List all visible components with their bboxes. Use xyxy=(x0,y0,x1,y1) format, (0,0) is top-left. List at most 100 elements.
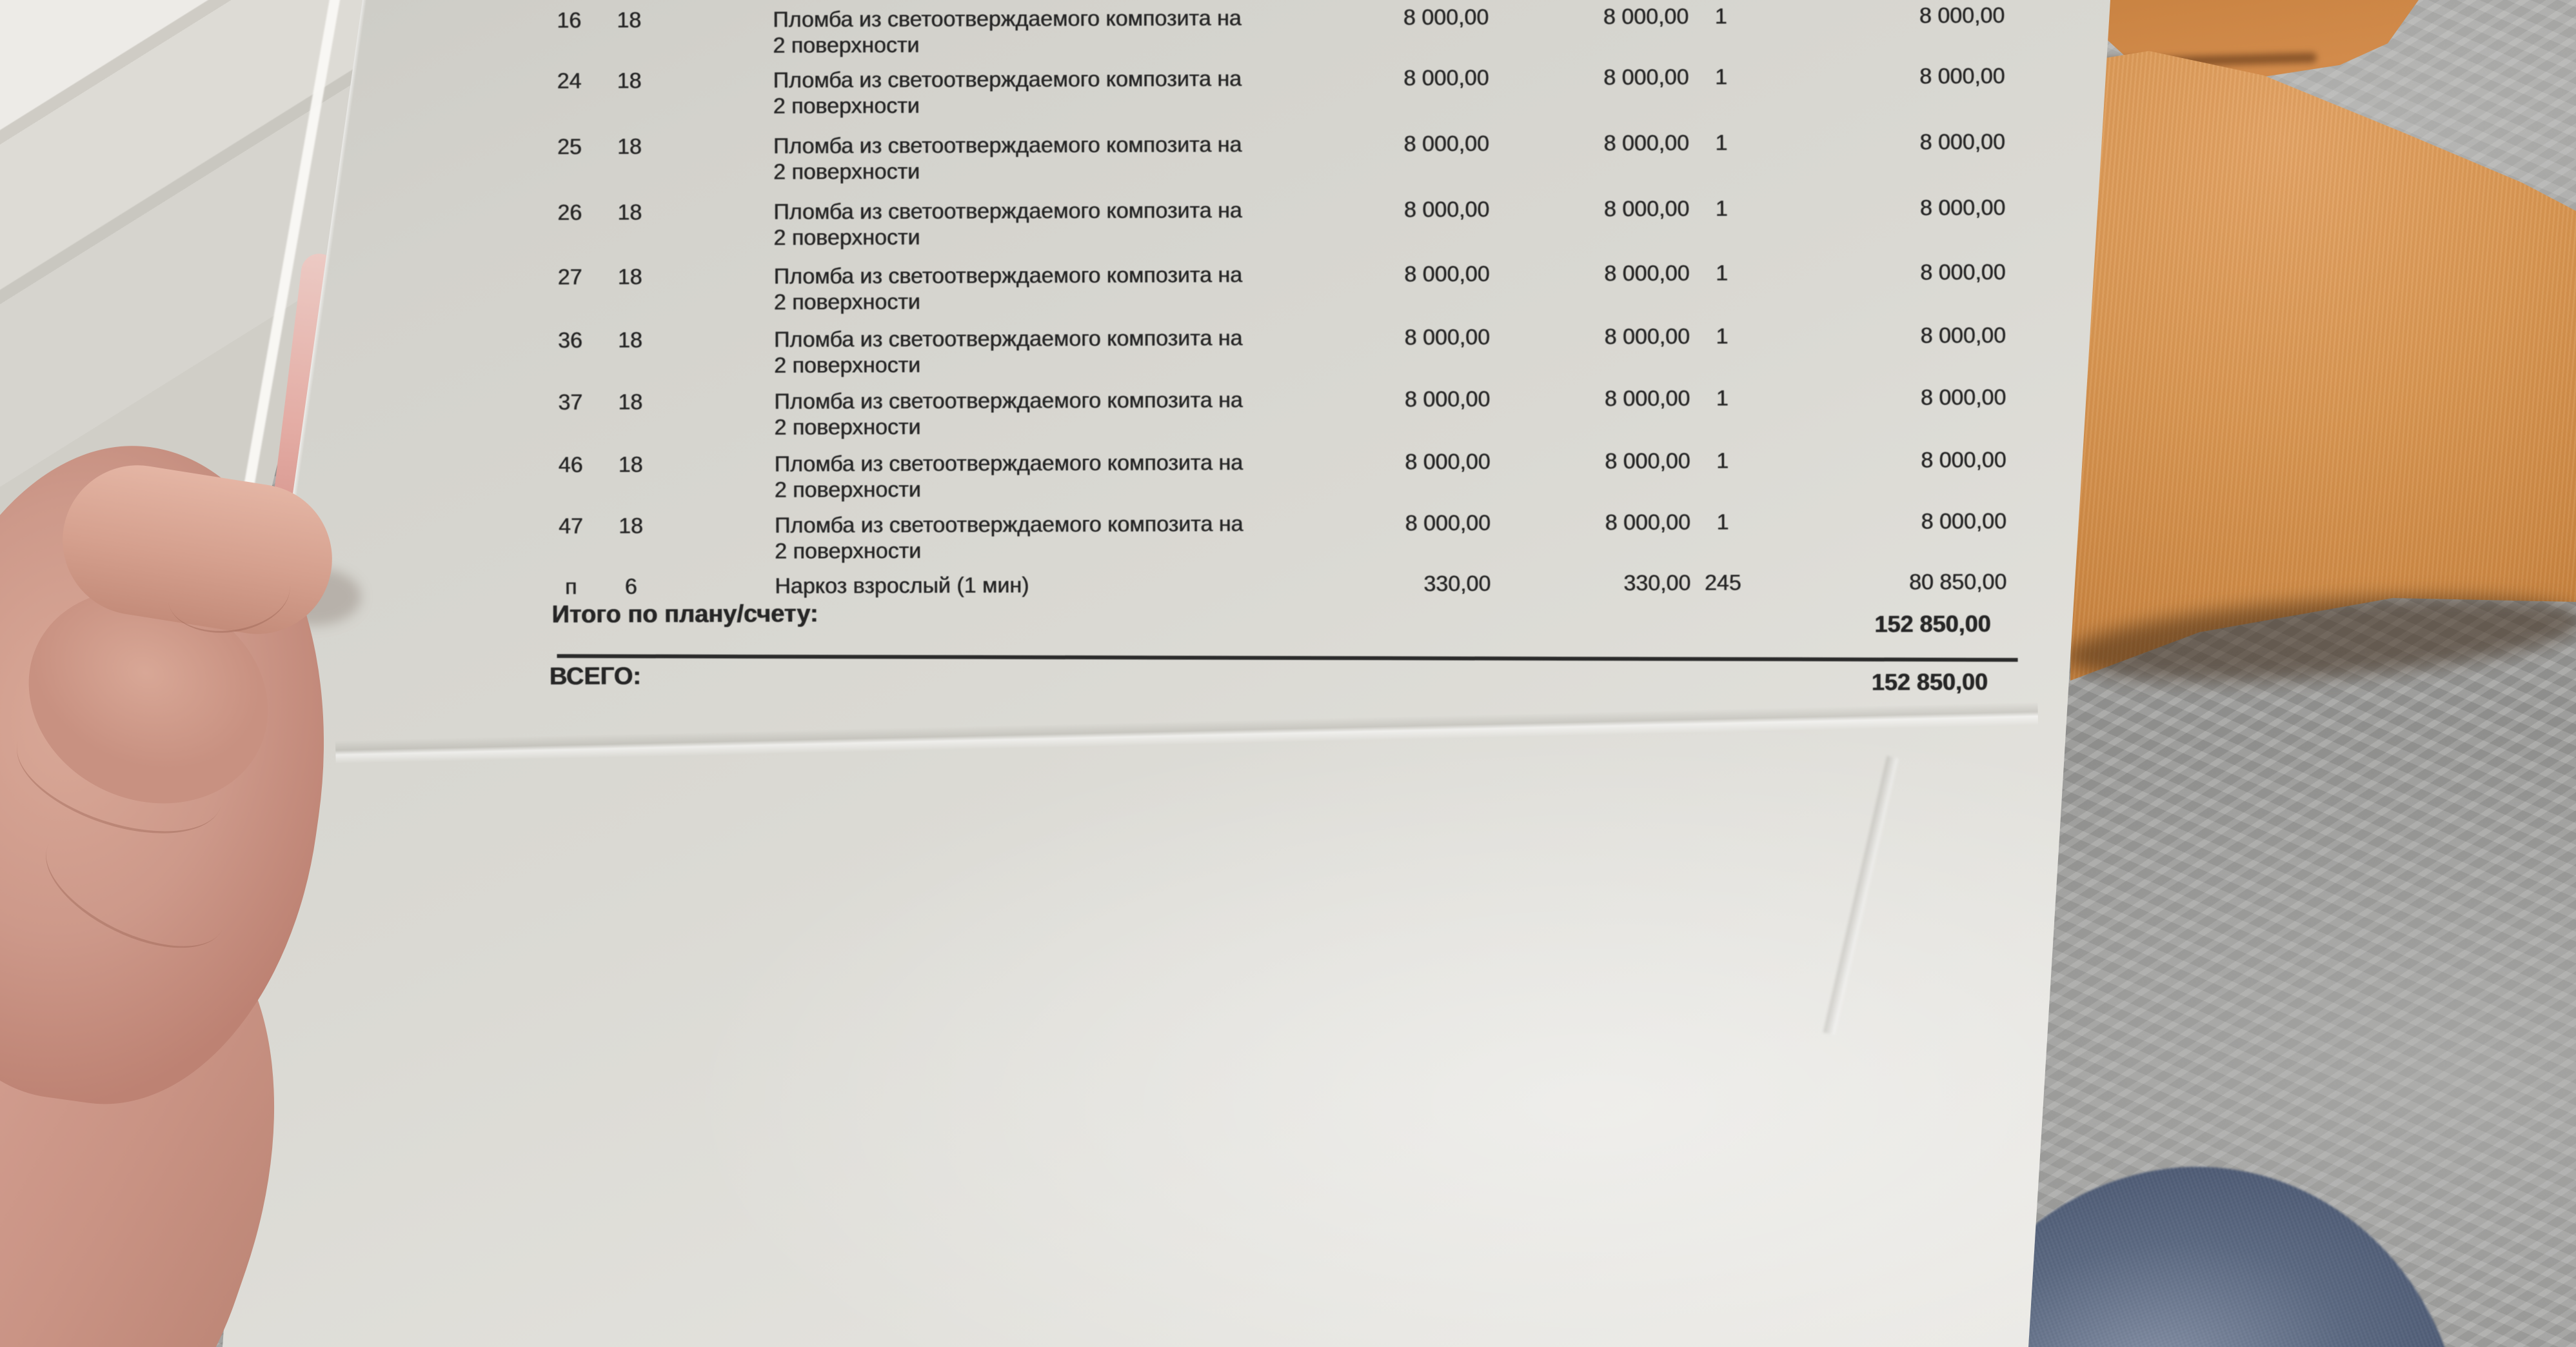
tooth-number: 47 xyxy=(558,514,583,539)
tooth-number: 27 xyxy=(557,264,582,290)
grand-total-label: ВСЕГО: xyxy=(549,663,641,690)
table-row: 26 18 Пломба из светоотверждаемого компо… xyxy=(528,195,2031,250)
quantity: 1 xyxy=(1716,324,1729,349)
row-total: 8 000,00 xyxy=(1920,385,2006,410)
service-code: 18 xyxy=(617,134,642,159)
price: 8 000,00 xyxy=(1405,449,1491,475)
table-row: 27 18 Пломба из светоотверждаемого компо… xyxy=(528,259,2031,315)
service-line1: Пломба из светоотверждаемого композита н… xyxy=(774,450,1243,477)
table-row: 47 18 Пломба из светоотверждаемого компо… xyxy=(530,508,2032,564)
service-line1: Пломба из светоотверждаемого композита н… xyxy=(773,326,1243,352)
quantity: 1 xyxy=(1714,4,1727,29)
price: 8 000,00 xyxy=(1404,261,1490,287)
price-discounted: 8 000,00 xyxy=(1605,448,1690,474)
invoice-table: 16 18 Пломба из светоотверждаемого компо… xyxy=(528,0,2033,744)
row-total: 8 000,00 xyxy=(1919,64,2005,89)
service-description: Пломба из светоотверждаемого композита н… xyxy=(774,325,1290,379)
service-code: 18 xyxy=(617,8,642,33)
service-line1: Пломба из светоотверждаемого композита н… xyxy=(774,388,1243,414)
quantity: 1 xyxy=(1716,386,1729,411)
service-description: Наркоз взрослый (1 мин) xyxy=(775,572,1291,599)
grand-total-value: 152 850,00 xyxy=(1871,668,1988,695)
row-total: 8 000,00 xyxy=(1920,323,2006,348)
table-row: 37 18 Пломба из светоотверждаемого компо… xyxy=(529,384,2032,440)
service-description: Пломба из светоотверждаемого композита н… xyxy=(775,511,1291,564)
quantity: 1 xyxy=(1715,196,1728,221)
price-discounted: 8 000,00 xyxy=(1604,386,1690,412)
row-total: 8 000,00 xyxy=(1921,448,2006,473)
service-code: 18 xyxy=(618,514,643,539)
service-code: 18 xyxy=(617,68,642,94)
table-row: 16 18 Пломба из светоотверждаемого компо… xyxy=(528,3,2030,58)
price-discounted: 8 000,00 xyxy=(1605,510,1690,535)
price: 8 000,00 xyxy=(1403,65,1489,91)
plan-total-value: 152 850,00 xyxy=(1874,610,1991,637)
price-discounted: 8 000,00 xyxy=(1604,261,1690,286)
plan-total-label: Итого по плану/счету: xyxy=(551,600,818,628)
tooth-number: 26 xyxy=(557,200,582,225)
quantity: 1 xyxy=(1715,261,1728,286)
service-code: 18 xyxy=(617,328,642,353)
service-description: Пломба из светоотверждаемого композита н… xyxy=(773,66,1289,119)
row-total: 8 000,00 xyxy=(1919,3,2005,28)
price-discounted: 8 000,00 xyxy=(1603,196,1690,222)
price: 330,00 xyxy=(1423,571,1491,597)
price-discounted: 8 000,00 xyxy=(1603,65,1689,90)
paper-crease-diagonal xyxy=(1823,755,1899,1035)
service-code: 6 xyxy=(624,574,637,599)
service-line1: Пломба из светоотверждаемого композита н… xyxy=(773,6,1242,32)
tooth-number: п xyxy=(564,574,577,599)
tooth-number: 46 xyxy=(558,452,583,477)
total-separator-line xyxy=(557,654,2018,662)
service-description: Пломба из светоотверждаемого композита н… xyxy=(774,450,1290,503)
row-total: 8 000,00 xyxy=(1919,195,2006,221)
service-line2: 2 поверхности xyxy=(774,538,922,564)
row-total: 8 000,00 xyxy=(1919,130,2005,155)
table-row: 25 18 Пломба из светоотверждаемого компо… xyxy=(528,129,2031,185)
table-row: 24 18 Пломба из светоотверждаемого компо… xyxy=(528,63,2030,119)
service-code: 18 xyxy=(618,452,643,477)
service-description: Пломба из светоотверждаемого композита н… xyxy=(773,5,1289,59)
service-code: 18 xyxy=(617,264,642,290)
service-line2: 2 поверхности xyxy=(773,159,920,185)
row-total: 8 000,00 xyxy=(1920,260,2006,285)
service-code: 18 xyxy=(618,390,643,415)
price: 8 000,00 xyxy=(1404,324,1490,350)
table-row: 36 18 Пломба из светоотверждаемого компо… xyxy=(529,323,2032,378)
table-row-anesthesia: п 6 Наркоз взрослый (1 мин) 330,00 330,0… xyxy=(530,569,2032,599)
row-total: 8 000,00 xyxy=(1921,509,2006,534)
price-discounted: 8 000,00 xyxy=(1604,324,1690,350)
price-discounted: 330,00 xyxy=(1623,570,1691,596)
price-discounted: 8 000,00 xyxy=(1603,4,1689,30)
quantity: 1 xyxy=(1716,448,1729,474)
service-line2: 2 поверхности xyxy=(773,289,920,315)
quantity: 1 xyxy=(1714,65,1727,90)
price-discounted: 8 000,00 xyxy=(1603,130,1689,156)
quantity: 1 xyxy=(1715,130,1728,155)
quantity: 1 xyxy=(1716,510,1729,535)
service-description: Пломба из светоотверждаемого композита н… xyxy=(773,197,1289,251)
service-line1: Пломба из светоотверждаемого композита н… xyxy=(773,132,1242,159)
service-description: Пломба из светоотверждаемого композита н… xyxy=(773,262,1289,315)
table-row: 46 18 Пломба из светоотверждаемого компо… xyxy=(529,447,2032,503)
service-line1: Пломба из светоотверждаемого композита н… xyxy=(773,66,1242,93)
tooth-number: 25 xyxy=(557,134,582,159)
price: 8 000,00 xyxy=(1403,131,1489,157)
service-line1: Пломба из светоотверждаемого композита н… xyxy=(773,198,1242,224)
price: 8 000,00 xyxy=(1405,510,1491,536)
service-line2: 2 поверхности xyxy=(773,32,920,58)
tooth-number: 16 xyxy=(557,8,582,33)
price: 8 000,00 xyxy=(1403,5,1489,30)
tooth-number: 36 xyxy=(557,328,582,353)
tooth-number: 37 xyxy=(558,390,583,415)
service-line1: Пломба из светоотверждаемого композита н… xyxy=(774,512,1243,538)
price: 8 000,00 xyxy=(1404,386,1491,412)
quantity: 245 xyxy=(1704,570,1741,595)
service-description: Пломба из светоотверждаемого композита н… xyxy=(773,132,1289,185)
service-line1: Наркоз взрослый (1 мин) xyxy=(775,573,1029,599)
service-description: Пломба из светоотверждаемого композита н… xyxy=(774,387,1290,441)
service-line2: 2 поверхности xyxy=(774,414,921,440)
service-line2: 2 поверхности xyxy=(773,93,920,119)
